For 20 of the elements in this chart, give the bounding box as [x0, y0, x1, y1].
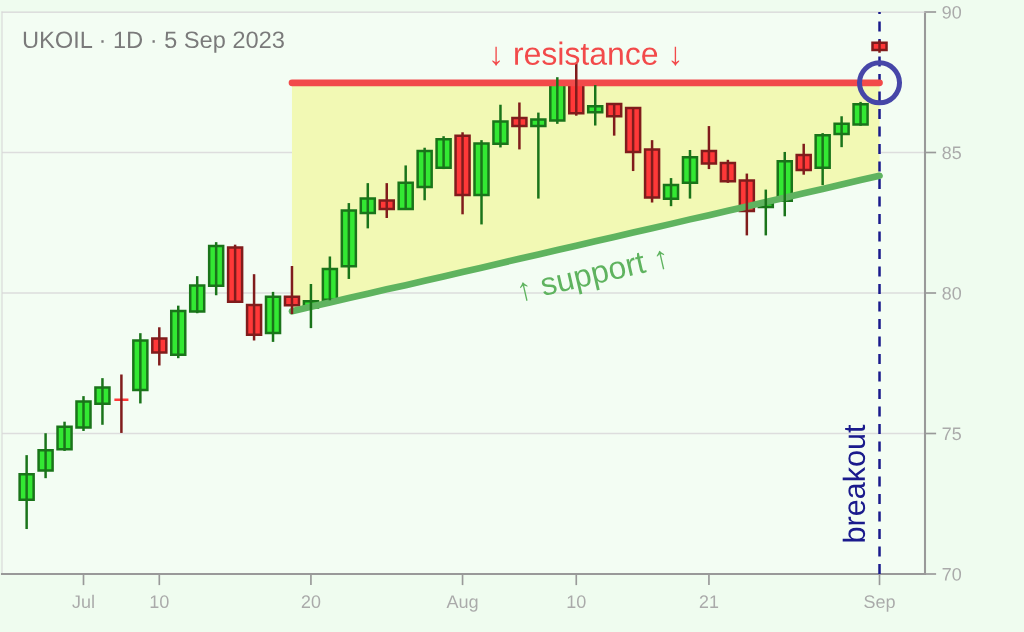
y-tick-label: 90 — [942, 5, 962, 19]
x-tick-label: 21 — [699, 595, 719, 608]
candlestick — [586, 83, 604, 127]
x-tick-label: 10 — [567, 595, 586, 609]
y-tick-label: 80 — [942, 286, 962, 300]
x-tick-label: Aug — [446, 595, 478, 612]
text: ↑ support ↑ — [518, 247, 669, 308]
text: UKOIL · 1D · 5 Sep 2023 — [23, 31, 284, 53]
candlestick — [113, 373, 130, 435]
x-tick-label: 20 — [301, 595, 321, 609]
y-tick-label: 85 — [942, 146, 961, 160]
x-tick-label: Sep — [864, 595, 895, 612]
y-tick-label: 75 — [942, 427, 961, 441]
candlestick — [283, 264, 301, 316]
series-label: ↓ resistance ↓ — [492, 41, 680, 66]
y-tick-label: 70 — [942, 567, 962, 581]
candlestick — [871, 39, 888, 54]
x-tick-label: Jul — [72, 594, 94, 609]
x-tick-label: 10 — [150, 595, 169, 609]
ref-line-label: breakout — [842, 424, 866, 542]
